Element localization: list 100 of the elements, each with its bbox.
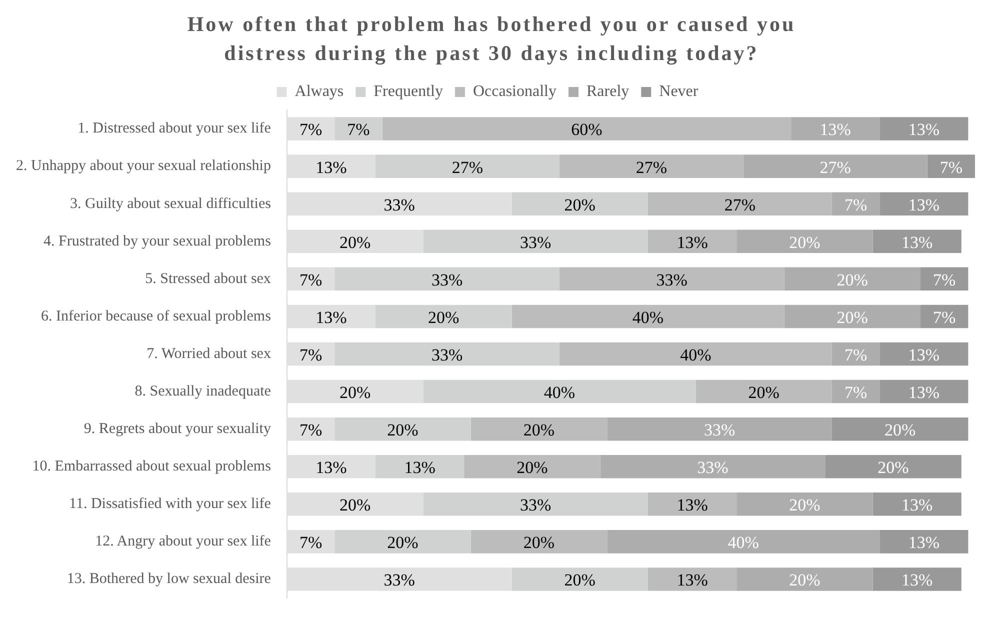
bar — [334, 342, 560, 366]
legend-label: Never — [659, 83, 699, 100]
data-label: 40% — [632, 308, 664, 327]
bar — [512, 304, 784, 328]
data-label: 13% — [404, 458, 436, 478]
data-label: 20% — [516, 458, 548, 478]
data-label: 7% — [299, 270, 322, 290]
bar — [920, 304, 968, 328]
data-label: 33% — [384, 195, 415, 214]
bar — [648, 492, 737, 516]
data-label: 27% — [452, 158, 484, 177]
data-label: 13% — [902, 232, 933, 252]
data-label: 20% — [884, 420, 916, 440]
data-label: 33% — [656, 270, 688, 290]
data-label: 40% — [680, 345, 712, 364]
y-tick-label: 9. Regrets about your sexuality — [84, 421, 272, 438]
y-tick-label: 7. Worried about sex — [146, 346, 272, 362]
legend-label: Frequently — [374, 83, 443, 100]
data-label: 20% — [878, 458, 909, 478]
data-label: 33% — [431, 270, 463, 290]
bar — [464, 454, 600, 478]
bar — [334, 267, 560, 291]
data-label: 13% — [908, 195, 940, 214]
bar — [559, 342, 832, 366]
data-label: 7% — [933, 270, 956, 290]
bar — [832, 380, 880, 404]
bar — [825, 454, 962, 478]
data-label: 20% — [387, 533, 418, 552]
bar — [696, 380, 832, 404]
data-label: 7% — [299, 345, 322, 364]
bar — [559, 267, 784, 291]
data-label: 33% — [384, 570, 415, 590]
data-label: 20% — [789, 232, 820, 252]
y-tick-label: 2. Unhappy about your sexual relationship — [16, 158, 271, 174]
bar — [784, 267, 920, 291]
y-tick-label: 3. Guilty about sexual difficulties — [70, 196, 272, 212]
legend-label: Occasionally — [472, 83, 557, 100]
y-tick-label: 12. Angry about your sex life — [95, 534, 272, 550]
data-label: 13% — [820, 120, 851, 140]
bar — [334, 417, 471, 441]
bar — [382, 117, 792, 140]
bar — [648, 568, 737, 591]
bar — [880, 380, 968, 404]
bar — [927, 154, 975, 178]
data-label: 20% — [523, 533, 555, 552]
data-label: 13% — [902, 570, 933, 590]
y-tick-label: 8. Sexually inadequate — [134, 383, 272, 400]
data-label: 33% — [520, 496, 552, 515]
data-label: 13% — [316, 308, 347, 327]
data-label: 20% — [339, 232, 371, 252]
bar — [648, 230, 737, 254]
bar — [512, 192, 648, 216]
data-label: 7% — [844, 383, 868, 402]
bar — [600, 454, 826, 478]
bar — [832, 192, 880, 216]
data-label: 20% — [339, 383, 371, 402]
data-label: 40% — [544, 383, 576, 402]
bar — [559, 154, 744, 178]
bar — [832, 417, 968, 441]
y-tick-label: 1. Distressed about your sex life — [78, 120, 272, 137]
data-label: 20% — [789, 570, 820, 590]
data-label: 7% — [933, 308, 956, 327]
bar — [334, 117, 382, 140]
bar — [791, 117, 880, 140]
data-label: 20% — [564, 195, 596, 214]
data-label: 27% — [724, 195, 756, 214]
bar — [872, 230, 962, 254]
data-label: 13% — [908, 533, 940, 552]
data-label: 20% — [428, 308, 460, 327]
y-tick-label: 10. Embarrassed about sexual problems — [32, 458, 272, 475]
data-label: 7% — [940, 158, 962, 177]
bar — [334, 530, 471, 554]
data-label: 13% — [676, 496, 708, 515]
data-label: 13% — [316, 158, 347, 177]
bar — [736, 230, 873, 254]
data-label: 13% — [908, 383, 940, 402]
bar — [376, 154, 560, 178]
data-label: 33% — [697, 458, 728, 478]
data-label: 20% — [387, 420, 418, 440]
data-label: 7% — [347, 120, 370, 140]
bar — [423, 492, 648, 516]
bar — [423, 230, 648, 254]
bar — [512, 568, 648, 591]
data-label: 20% — [748, 383, 780, 402]
bar — [880, 342, 968, 366]
bar — [376, 304, 512, 328]
bar — [872, 568, 962, 591]
data-label: 20% — [836, 308, 868, 327]
bar — [880, 530, 968, 554]
data-label: 13% — [676, 570, 708, 590]
data-label: 13% — [676, 232, 708, 252]
bar — [736, 568, 873, 591]
bar — [648, 192, 832, 216]
y-tick-label: 13. Bothered by low sexual desire — [66, 571, 272, 588]
y-tick-label: 5. Stressed about sex — [145, 270, 272, 287]
bar — [423, 380, 696, 404]
bar — [607, 530, 880, 554]
bar — [376, 454, 464, 478]
y-tick-label: 4. Frustrated by your sexual problems — [43, 233, 272, 250]
bar — [470, 417, 608, 441]
